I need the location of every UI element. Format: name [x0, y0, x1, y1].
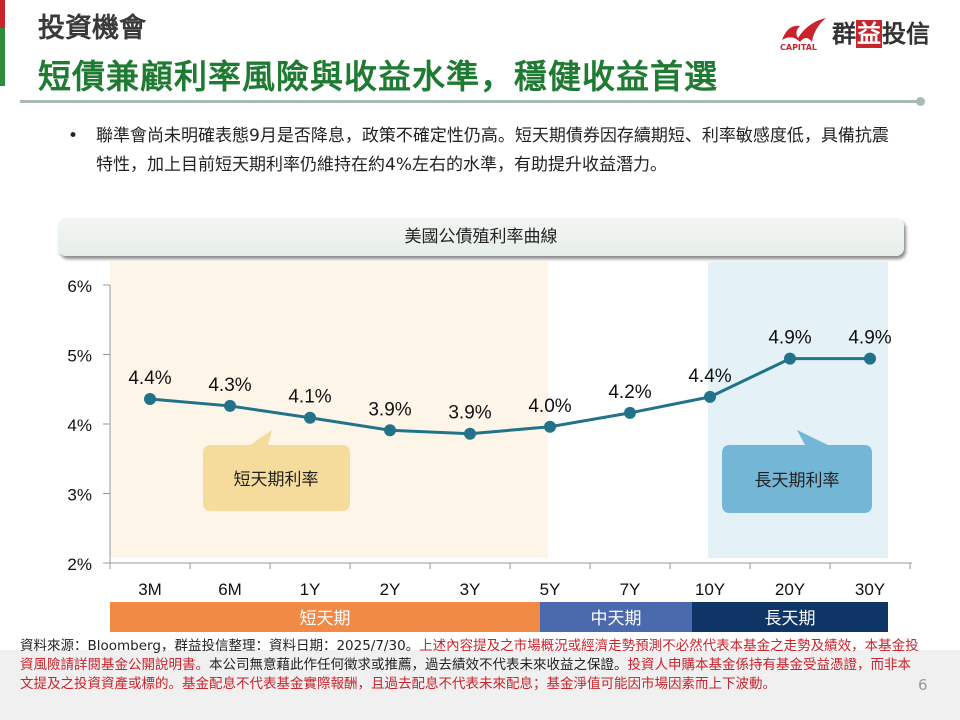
long-callout	[722, 430, 872, 513]
band-mid	[540, 602, 692, 632]
band-long-label: 長天期	[765, 609, 816, 629]
data-label: 4.4%	[688, 366, 731, 387]
y-tick-label: 6%	[67, 277, 92, 296]
x-tick-label: 30Y	[855, 580, 885, 599]
accent-bar-green	[0, 28, 5, 86]
y-tick-label: 4%	[67, 416, 92, 435]
x-tick-label: 6M	[218, 580, 242, 599]
x-tick-label: 20Y	[775, 580, 805, 599]
company-logo: CAPITAL 群益投信	[778, 14, 930, 52]
data-label: 4.0%	[528, 396, 571, 417]
data-point	[224, 399, 236, 412]
y-tick-label: 5%	[67, 347, 92, 366]
data-point	[784, 352, 796, 365]
chart-title: 美國公債殖利率曲線	[58, 218, 904, 256]
data-point	[864, 352, 876, 365]
band-mid-label: 中天期	[591, 609, 642, 629]
bullet-text: 聯準會尚未明確表態9月是否降息，政策不確定性仍高。短天期債券因存續期短、利率敏感…	[96, 126, 889, 175]
long-callout-label: 長天期利率	[755, 471, 840, 491]
x-tick-label: 3Y	[460, 580, 481, 599]
data-point	[384, 424, 396, 437]
data-label: 3.9%	[368, 399, 411, 420]
data-label: 4.9%	[848, 328, 891, 349]
x-tick-label: 10Y	[695, 580, 725, 599]
short-callout	[203, 430, 350, 511]
eagle-logo-icon: CAPITAL	[778, 16, 828, 52]
x-tick-label: 1Y	[300, 580, 321, 599]
data-point	[544, 420, 556, 433]
x-tick-label: 5Y	[540, 580, 561, 599]
y-tick-label: 3%	[67, 486, 92, 505]
bullet-marker: •	[68, 126, 79, 146]
data-point	[144, 392, 156, 405]
section-title: 投資機會	[38, 13, 146, 44]
data-point	[464, 427, 476, 440]
logo-caption: CAPITAL	[780, 42, 818, 52]
x-tick-label: 2Y	[380, 580, 401, 599]
page-title: 短債兼顧利率風險與收益水準，穩健收益首選	[38, 57, 718, 96]
disclaimer: 資料來源：Bloomberg，群益投信整理：資料日期：2025/7/30。上述內…	[20, 638, 919, 692]
divider-dot	[916, 97, 925, 106]
data-label: 3.9%	[448, 403, 491, 424]
divider	[20, 100, 920, 103]
data-label: 4.9%	[768, 328, 811, 349]
data-label: 4.4%	[128, 368, 171, 389]
band-short-label: 短天期	[300, 609, 351, 629]
x-tick-label: 7Y	[620, 580, 641, 599]
short-callout-label: 短天期利率	[234, 470, 319, 490]
band-long	[692, 602, 888, 632]
data-point	[304, 411, 316, 424]
data-label: 4.1%	[288, 387, 331, 408]
band-short	[110, 602, 540, 632]
data-label: 4.3%	[208, 375, 251, 396]
y-tick-label: 2%	[67, 555, 92, 574]
footer-background	[0, 650, 960, 720]
data-point	[624, 406, 636, 419]
yield-line	[149, 357, 870, 436]
page-number: 6	[918, 676, 928, 694]
accent-bar-red	[0, 0, 5, 28]
x-tick-label: 3M	[138, 580, 162, 599]
data-label: 4.2%	[608, 382, 651, 403]
long-term-shade	[708, 262, 888, 558]
data-point	[704, 390, 716, 403]
logo-name: 群益投信	[832, 20, 930, 48]
